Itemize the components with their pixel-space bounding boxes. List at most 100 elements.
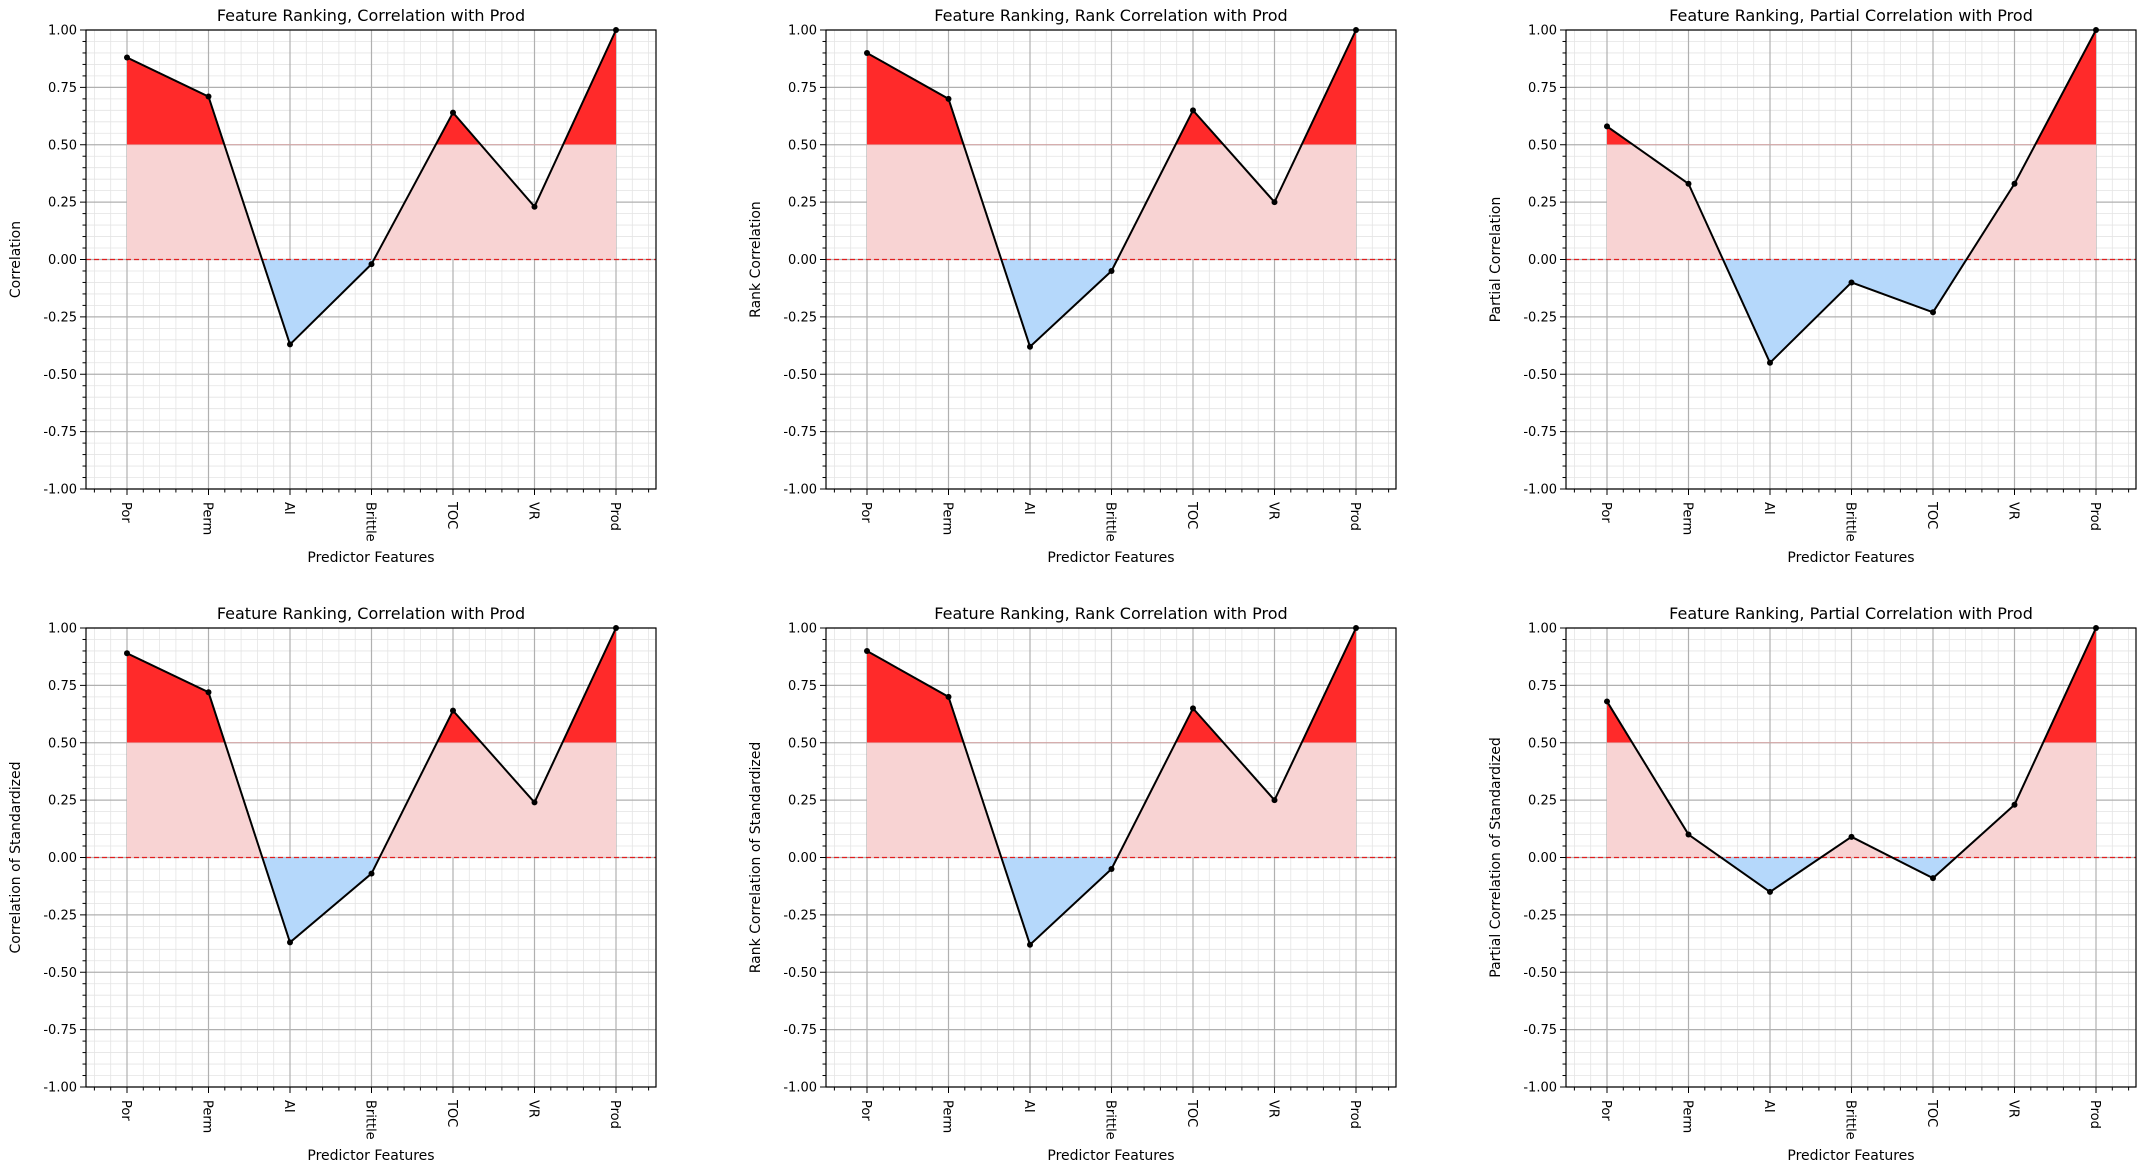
x-tick-label: Por (858, 502, 873, 523)
y-tick-label: 0.00 (1528, 851, 1557, 866)
x-tick-label: Brittle (1103, 1100, 1118, 1140)
data-point-vr (2011, 801, 2018, 808)
data-point-perm (205, 689, 212, 696)
strong-positive-fill (867, 30, 1356, 145)
chart-title: Feature Ranking, Rank Correlation with P… (934, 604, 1287, 623)
y-tick-label: 0.75 (48, 81, 77, 96)
y-tick-label: -0.75 (1523, 1023, 1557, 1038)
data-point-vr (531, 203, 538, 210)
y-tick-label: -0.75 (783, 1023, 817, 1038)
data-point-perm (945, 95, 952, 102)
chart-panel-6: -1.00 -0.75 -0.50 -0.25 0.00 0.25 0.50 0.75 1.00… (1488, 604, 2137, 1164)
x-tick-label: Perm (1680, 1100, 1695, 1133)
y-axis-label: Correlation of Standardized (8, 761, 24, 953)
x-tick-label: AI (281, 502, 296, 515)
y-tick-label: 0.50 (48, 736, 77, 751)
y-tick-label: -1.00 (783, 1081, 817, 1096)
x-tick-label: AI (281, 1100, 296, 1113)
y-tick-label: 0.00 (48, 851, 77, 866)
data-point-perm (205, 93, 212, 100)
data-point-vr (2011, 180, 2018, 187)
x-tick-label: Brittle (363, 1100, 378, 1140)
x-tick-label: TOC (1924, 501, 1939, 529)
x-axis-label: Predictor Features (307, 550, 434, 566)
x-tick-label: VR (1266, 1100, 1281, 1118)
chart-title: Feature Ranking, Partial Correlation wit… (1669, 604, 2033, 623)
x-tick-label: AI (1761, 502, 1776, 515)
x-tick-label: VR (2006, 1100, 2021, 1118)
y-axis-label: Rank Correlation of Standardized (748, 742, 764, 973)
data-point-por (864, 49, 870, 56)
y-tick-label: 1.00 (1528, 622, 1557, 637)
y-tick-label: 0.75 (1528, 679, 1557, 694)
y-tick-label: -0.50 (1523, 966, 1557, 981)
y-tick-label: 0.00 (48, 253, 77, 268)
data-point-brittle (368, 870, 375, 877)
x-tick-label: Perm (200, 1100, 215, 1133)
y-tick-label: -0.25 (783, 310, 817, 325)
x-axis-label: Predictor Features (307, 1148, 434, 1164)
y-axis-label: Correlation (8, 221, 24, 298)
chart-title: Feature Ranking, Partial Correlation wit… (1669, 6, 2033, 25)
x-tick-label: Por (1598, 502, 1613, 523)
chart-panel-1: -1.00 -0.75 -0.50 -0.25 0.00 0.25 0.50 0.75 1.00… (8, 6, 657, 566)
chart-panel-3: -1.00 -0.75 -0.50 -0.25 0.00 0.25 0.50 0.75 1.00… (1488, 6, 2137, 566)
data-point-toc (1190, 705, 1196, 712)
x-tick-label: Brittle (1843, 1100, 1858, 1140)
data-point-ai (1027, 941, 1033, 948)
x-tick-label: Perm (200, 502, 215, 535)
y-tick-label: 0.00 (788, 253, 817, 268)
data-point-por (1604, 123, 1610, 130)
data-point-perm (1685, 180, 1692, 187)
x-tick-label: AI (1761, 1100, 1776, 1113)
y-tick-label: 0.75 (788, 81, 817, 96)
x-tick-label: Brittle (363, 502, 378, 542)
y-tick-label: 0.50 (48, 138, 77, 153)
y-tick-label: -0.25 (43, 310, 77, 325)
weak-positive-fill (867, 742, 1356, 858)
y-tick-label: -0.25 (1523, 908, 1557, 923)
y-tick-label: 0.50 (1528, 138, 1557, 153)
x-tick-label: Prod (1347, 1100, 1362, 1129)
data-point-toc (450, 707, 456, 714)
x-tick-label: Por (118, 1100, 133, 1121)
y-tick-label: 1.00 (788, 24, 817, 39)
y-tick-label: 0.25 (48, 196, 77, 211)
data-point-por (124, 650, 130, 657)
data-point-toc (1930, 309, 1936, 316)
y-tick-label: 1.00 (48, 24, 77, 39)
y-tick-label: 0.25 (48, 794, 77, 809)
weak-positive-fill (127, 742, 616, 858)
y-tick-label: -1.00 (1523, 1081, 1557, 1096)
y-tick-label: -0.75 (1523, 425, 1557, 440)
strong-positive-fill (127, 30, 616, 145)
x-axis-label: Predictor Features (1787, 1148, 1914, 1164)
data-point-toc (1190, 107, 1196, 114)
x-tick-label: Prod (2087, 502, 2102, 531)
data-point-vr (531, 799, 538, 806)
data-point-brittle (1848, 279, 1855, 286)
chart-title: Feature Ranking, Correlation with Prod (217, 604, 525, 623)
data-point-toc (450, 109, 456, 116)
data-point-vr (1271, 797, 1278, 804)
y-tick-label: 1.00 (1528, 24, 1557, 39)
y-tick-label: 0.50 (1528, 736, 1557, 751)
data-point-vr (1271, 199, 1278, 206)
y-tick-label: 0.25 (788, 196, 817, 211)
y-tick-label: 0.75 (48, 679, 77, 694)
data-point-toc (1930, 875, 1936, 882)
strong-positive-fill (1607, 30, 2096, 145)
x-tick-label: Brittle (1103, 502, 1118, 542)
chart-panel-4: -1.00 -0.75 -0.50 -0.25 0.00 0.25 0.50 0.75 1.00… (8, 604, 657, 1164)
x-tick-label: TOC (1924, 1099, 1939, 1127)
weak-positive-fill (127, 144, 616, 260)
y-tick-label: 0.75 (1528, 81, 1557, 96)
x-tick-label: VR (2006, 502, 2021, 520)
y-tick-label: -1.00 (783, 483, 817, 498)
x-tick-label: Prod (607, 502, 622, 531)
y-tick-label: -0.25 (783, 908, 817, 923)
data-point-ai (1767, 359, 1773, 366)
data-point-ai (287, 341, 293, 348)
data-point-ai (1027, 343, 1033, 350)
y-tick-label: -1.00 (43, 1081, 77, 1096)
